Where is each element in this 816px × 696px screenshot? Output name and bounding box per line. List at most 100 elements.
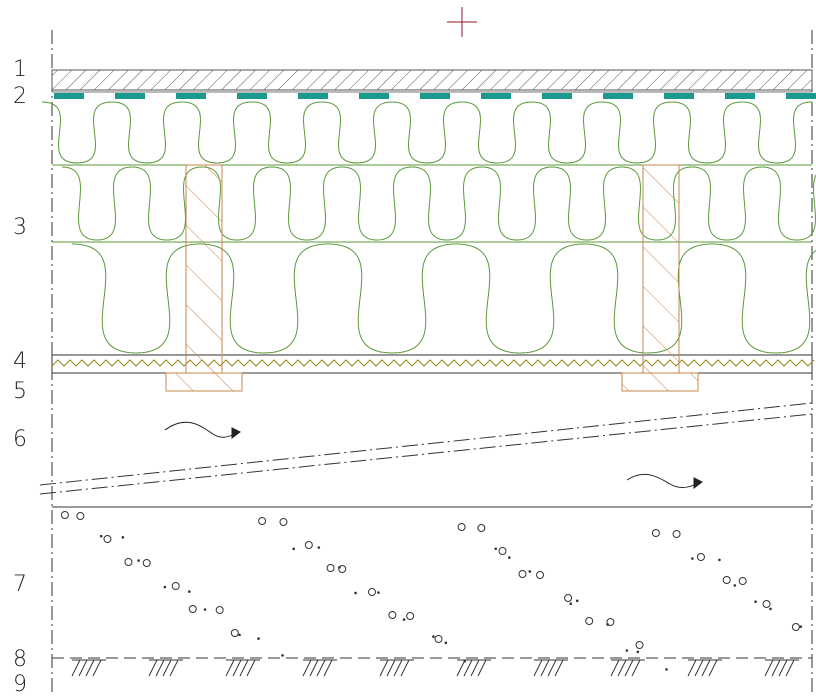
dot (281, 654, 284, 657)
layer-label: 3 (13, 215, 27, 240)
dot (188, 590, 191, 593)
layer-label: 9 (13, 672, 27, 696)
layer-label: 7 (13, 572, 27, 597)
pebble (188, 605, 197, 613)
layer-label: 8 (13, 647, 27, 672)
ground-stroke (533, 659, 543, 677)
ground-stroke (309, 659, 319, 677)
pebble (406, 612, 415, 620)
pebble (635, 641, 644, 649)
dot (432, 635, 435, 638)
pebble (518, 570, 527, 578)
dot (377, 591, 380, 594)
layer-4-board (51, 354, 815, 374)
dot (444, 641, 448, 645)
pebble (738, 577, 747, 585)
ground-stroke (778, 659, 788, 677)
pebble (215, 606, 224, 614)
ground-stroke (771, 659, 781, 677)
ground-stroke (302, 659, 312, 677)
ground-stroke (85, 659, 95, 677)
fastener (542, 93, 572, 99)
layer-label: 6 (13, 427, 27, 452)
dot (121, 536, 125, 539)
pebble (142, 559, 151, 567)
fastener (786, 93, 816, 99)
pebble (606, 618, 615, 626)
ground-stroke (323, 659, 333, 677)
pebble (60, 511, 69, 519)
insulation-curve (71, 243, 816, 354)
zigzag (51, 359, 815, 367)
pebble (651, 529, 660, 537)
ground-stroke (400, 659, 410, 677)
board (51, 354, 813, 374)
ground-stroke (764, 659, 774, 677)
dot (754, 600, 757, 604)
ground-stroke (547, 659, 557, 677)
dot (569, 602, 573, 605)
pebble (536, 571, 545, 579)
dot (494, 547, 498, 551)
ground-stroke (463, 659, 473, 677)
dot (799, 625, 803, 628)
fastener (603, 93, 633, 99)
fastener (298, 93, 328, 99)
fastener (54, 93, 84, 99)
dot (402, 618, 406, 621)
dot (733, 584, 737, 587)
fastener (237, 93, 267, 99)
ground-stroke (78, 659, 88, 677)
ground-stroke (701, 659, 711, 677)
layer-7-gravel (60, 511, 803, 671)
pebble (564, 594, 573, 602)
pebble (103, 535, 112, 543)
ground-stroke (554, 659, 564, 677)
ground-stroke (694, 659, 704, 677)
pebble (304, 541, 313, 549)
ground-stroke (610, 659, 620, 677)
dot (99, 534, 103, 538)
pebble (338, 565, 347, 573)
pebble (696, 553, 705, 561)
reference-cross (447, 7, 477, 37)
ground-stroke (316, 659, 326, 677)
ground-hatch (71, 659, 799, 677)
ground-stroke (379, 659, 389, 677)
dot (575, 599, 579, 603)
dot (257, 637, 260, 640)
pebble (477, 524, 486, 532)
fastener (176, 93, 206, 99)
dot (203, 608, 207, 611)
fastener (359, 93, 389, 99)
layer-labels: 12 3 4 5 6 7 89 (13, 57, 27, 696)
dot (508, 556, 511, 559)
ground-stroke (631, 659, 641, 677)
pebble (171, 582, 180, 590)
axis-lines (51, 30, 813, 696)
ground-stroke (617, 659, 627, 677)
ground-stroke (92, 659, 102, 677)
ground-stroke (225, 659, 235, 677)
ground-stroke (785, 659, 795, 677)
fastener (115, 93, 145, 99)
fastener (481, 93, 511, 99)
ground-stroke (71, 659, 81, 677)
layer-1-cladding (51, 69, 813, 91)
layer-label: 4 (13, 349, 27, 374)
ground-stroke (239, 659, 249, 677)
ground-stroke (169, 659, 179, 677)
ground-stroke (232, 659, 242, 677)
pebble (76, 512, 85, 520)
ground-stroke (687, 659, 697, 677)
pebble (457, 523, 466, 531)
fastener (725, 93, 755, 99)
pebble (258, 517, 267, 525)
dot (625, 649, 629, 652)
ground-stroke (708, 659, 718, 677)
pebble (124, 558, 133, 566)
pebble (368, 588, 377, 596)
ground-stroke (477, 659, 487, 677)
dot (238, 633, 241, 637)
